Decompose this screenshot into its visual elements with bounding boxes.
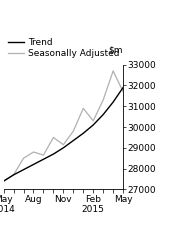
Trend	[62, 146, 64, 149]
Seasonally Adjusted	[52, 136, 54, 139]
Seasonally Adjusted	[82, 107, 84, 110]
Seasonally Adjusted	[42, 154, 45, 156]
Trend	[82, 132, 84, 135]
Seasonally Adjusted	[112, 70, 114, 72]
Legend: Trend, Seasonally Adjusted: Trend, Seasonally Adjusted	[8, 38, 119, 58]
Trend	[3, 180, 5, 182]
Trend	[92, 124, 94, 126]
Text: $m: $m	[109, 46, 123, 55]
Trend	[42, 158, 45, 161]
Seasonally Adjusted	[32, 151, 35, 153]
Trend	[12, 173, 15, 176]
Trend	[32, 163, 35, 166]
Trend	[122, 86, 124, 89]
Trend	[52, 153, 54, 155]
Seasonally Adjusted	[102, 99, 104, 101]
Seasonally Adjusted	[72, 130, 74, 133]
Trend	[22, 168, 25, 171]
Line: Trend: Trend	[4, 88, 123, 181]
Line: Seasonally Adjusted: Seasonally Adjusted	[4, 71, 123, 181]
Trend	[112, 101, 114, 103]
Seasonally Adjusted	[92, 119, 94, 122]
Seasonally Adjusted	[12, 173, 15, 176]
Seasonally Adjusted	[22, 157, 25, 160]
Trend	[102, 113, 104, 116]
Trend	[72, 139, 74, 142]
Seasonally Adjusted	[62, 143, 64, 146]
Seasonally Adjusted	[3, 180, 5, 182]
Seasonally Adjusted	[122, 90, 124, 93]
